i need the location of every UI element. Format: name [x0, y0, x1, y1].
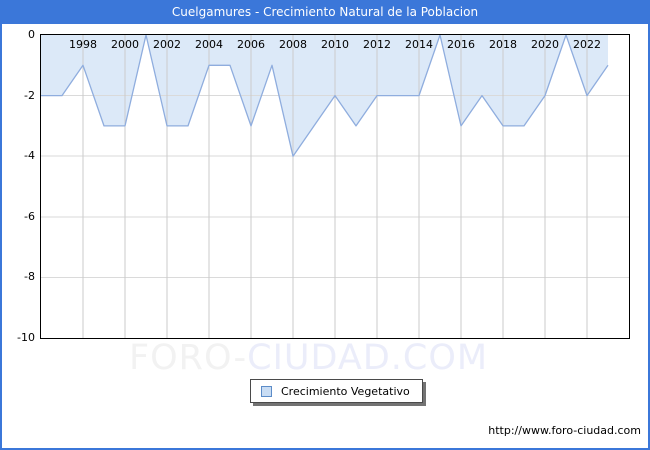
plot-area	[40, 34, 630, 339]
area-chart-canvas	[41, 35, 629, 338]
watermark: FORO-CIUDAD.COM	[129, 338, 488, 378]
x-tick-label: 2008	[279, 38, 307, 51]
watermark-part1: FORO-	[129, 338, 248, 378]
x-tick-label: 2006	[237, 38, 265, 51]
series-line	[41, 35, 609, 157]
footer-url[interactable]: http://www.foro-ciudad.com	[488, 424, 641, 437]
y-tick-label: 0	[28, 28, 35, 41]
x-tick-label: 2010	[321, 38, 349, 51]
y-tick-label: -2	[24, 88, 35, 102]
x-tick-label: 2016	[447, 38, 475, 51]
x-tick-label: 2020	[531, 38, 559, 51]
y-tick-label: -8	[24, 270, 35, 284]
y-tick-label: -10	[17, 331, 35, 344]
x-tick-label: 2000	[111, 38, 139, 51]
x-tick-label: 2002	[153, 38, 181, 51]
x-tick-label: 2014	[405, 38, 433, 51]
y-tick-label: -6	[24, 209, 35, 223]
x-tick-label: 2012	[363, 38, 391, 51]
x-tick-label: 2022	[573, 38, 601, 51]
y-tick-label: -4	[24, 149, 35, 163]
chart-title: Cuelgamures - Crecimiento Natural de la …	[171, 5, 479, 19]
legend-label: Crecimiento Vegetativo	[281, 384, 410, 398]
x-tick-label: 2018	[489, 38, 517, 51]
legend: Crecimiento Vegetativo	[250, 379, 423, 403]
legend-swatch-icon	[261, 385, 272, 397]
title-bar: Cuelgamures - Crecimiento Natural de la …	[2, 2, 648, 24]
x-tick-label: 1998	[69, 38, 97, 51]
watermark-part2: CIUDAD.COM	[247, 338, 489, 378]
x-tick-label: 2004	[195, 38, 223, 51]
